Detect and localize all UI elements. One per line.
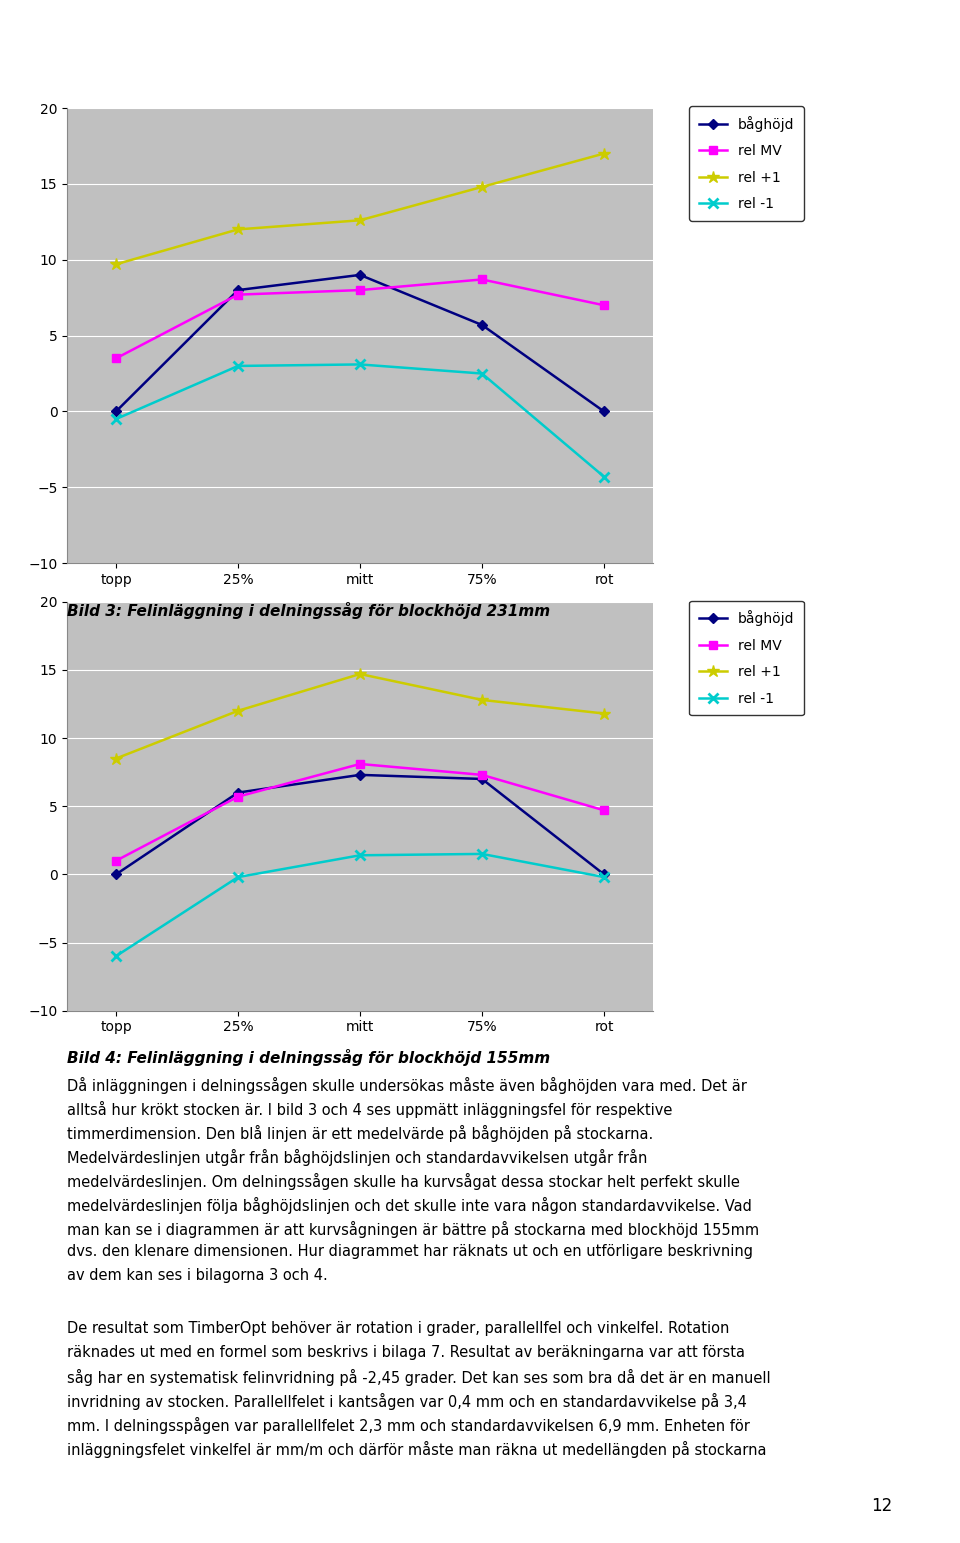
Text: man kan se i diagrammen är att kurvsågningen är bättre på stockarna med blockhöj: man kan se i diagrammen är att kurvsågni…	[67, 1221, 759, 1237]
Text: Bild 3: Felinläggning i delningssåg för blockhöjd 231mm: Bild 3: Felinläggning i delningssåg för …	[67, 602, 550, 619]
Text: medelvärdeslinjen. Om delningssågen skulle ha kurvsågat dessa stockar helt perfe: medelvärdeslinjen. Om delningssågen skul…	[67, 1173, 740, 1190]
Legend: båghöjd, rel MV, rel +1, rel -1: båghöjd, rel MV, rel +1, rel -1	[689, 600, 804, 716]
Text: av dem kan ses i bilagorna 3 och 4.: av dem kan ses i bilagorna 3 och 4.	[67, 1268, 328, 1284]
Text: timmerdimension. Den blå linjen är ett medelvärde på båghöjden på stockarna.: timmerdimension. Den blå linjen är ett m…	[67, 1125, 654, 1142]
Text: 12: 12	[872, 1497, 893, 1515]
Text: De resultat som TimberOpt behöver är rotation i grader, parallellfel och vinkelf: De resultat som TimberOpt behöver är rot…	[67, 1321, 730, 1336]
Text: medelvärdeslinjen följa båghöjdslinjen och det skulle inte vara någon standardav: medelvärdeslinjen följa båghöjdslinjen o…	[67, 1197, 752, 1214]
Text: inläggningsfelet vinkelfel är mm/m och därför måste man räkna ut medellängden på: inläggningsfelet vinkelfel är mm/m och d…	[67, 1441, 767, 1458]
Text: mm. I delningsspågen var parallellfelet 2,3 mm och standardavvikelsen 6,9 mm. En: mm. I delningsspågen var parallellfelet …	[67, 1416, 750, 1433]
Text: Medelvärdeslinjen utgår från båghöjdslinjen och standardavvikelsen utgår från: Medelvärdeslinjen utgår från båghöjdslin…	[67, 1148, 648, 1167]
Text: alltså hur krökt stocken är. I bild 3 och 4 ses uppmätt inläggningsfel för respe: alltså hur krökt stocken är. I bild 3 oc…	[67, 1102, 673, 1119]
Text: dvs. den klenare dimensionen. Hur diagrammet har räknats ut och en utförligare b: dvs. den klenare dimensionen. Hur diagra…	[67, 1244, 754, 1259]
Text: Bild 4: Felinläggning i delningssåg för blockhöjd 155mm: Bild 4: Felinläggning i delningssåg för …	[67, 1049, 550, 1066]
Text: såg har en systematisk felinvridning på -2,45 grader. Det kan ses som bra då det: såg har en systematisk felinvridning på …	[67, 1369, 771, 1386]
Text: Då inläggningen i delningssågen skulle undersökas måste även båghöjden vara med.: Då inläggningen i delningssågen skulle u…	[67, 1077, 747, 1094]
Text: invridning av stocken. Parallellfelet i kantsågen var 0,4 mm och en standardavvi: invridning av stocken. Parallellfelet i …	[67, 1393, 747, 1410]
Text: räknades ut med en formel som beskrivs i bilaga 7. Resultat av beräkningarna var: räknades ut med en formel som beskrivs i…	[67, 1345, 745, 1359]
Legend: båghöjd, rel MV, rel +1, rel -1: båghöjd, rel MV, rel +1, rel -1	[689, 106, 804, 221]
